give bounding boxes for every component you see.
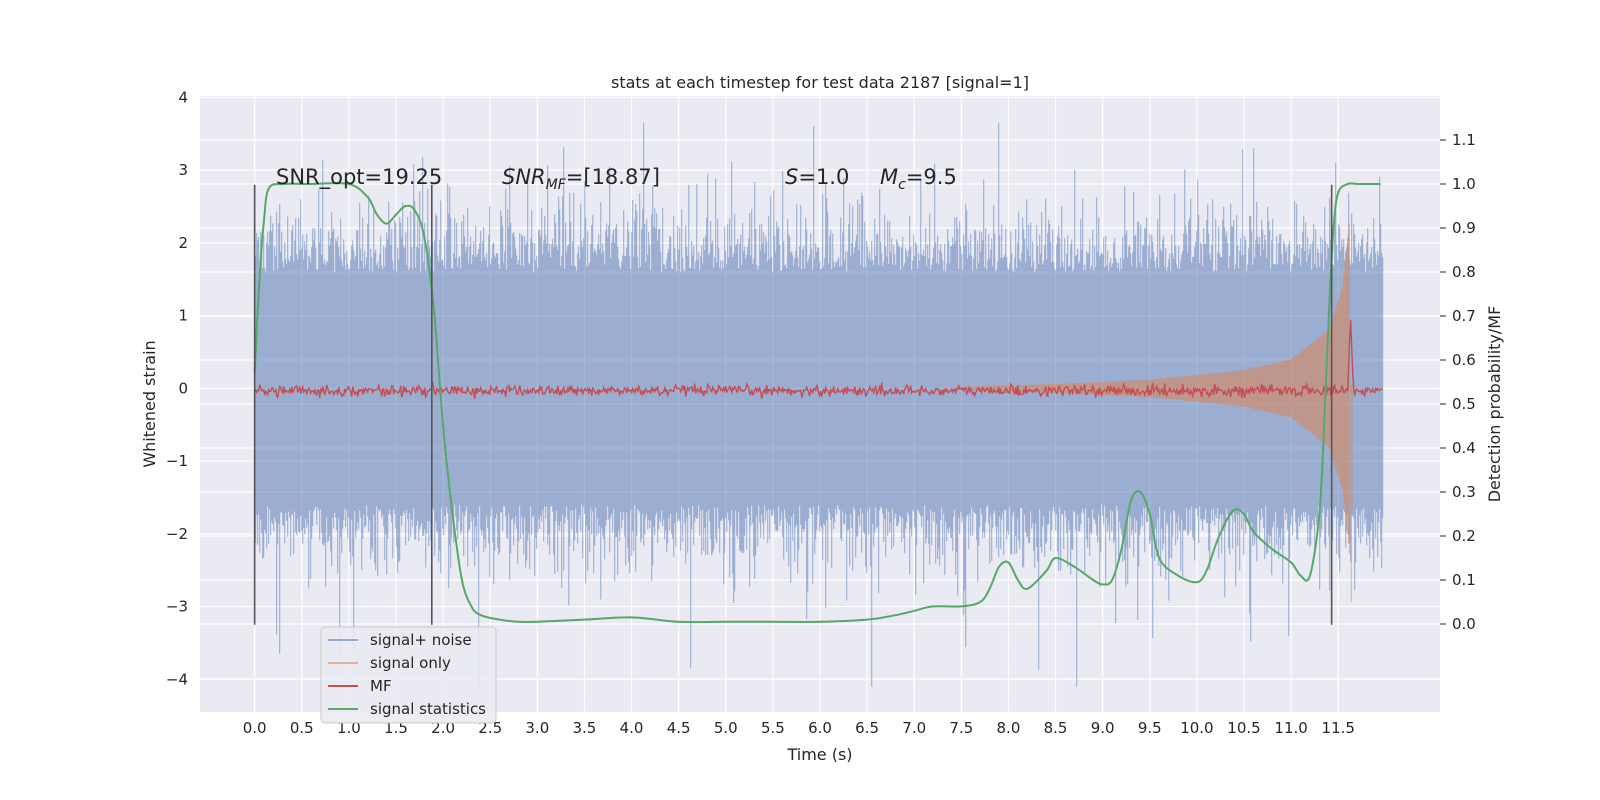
legend-label-signal-statistics: signal statistics [370,700,486,718]
right-tick-label: 0.4 [1452,439,1476,457]
left-axis-label: Whitened strain [140,340,159,467]
x-tick-label: 5.5 [761,719,785,737]
mc-annotation: Mc=9.5 [880,165,957,193]
x-tick-label: 0.0 [243,719,267,737]
right-tick-label: 0.5 [1452,395,1476,413]
right-axis-label: Detection probability/MF [1485,306,1504,503]
x-tick-label: 10.5 [1227,719,1260,737]
right-tick-label: 0.7 [1452,307,1476,325]
vertical-markers [253,184,1333,625]
right-tick-label: 0.0 [1452,615,1476,633]
x-tick-label: 5.0 [714,719,738,737]
x-tick-label: 4.5 [667,719,691,737]
signal-statistics-series [253,182,1381,624]
legend: signal+ noise signal only MF signal stat… [320,626,497,724]
left-tick-label: 3 [178,161,188,179]
snr-opt-annotation: SNR_opt=19.25 [276,165,442,190]
s-symbol: S [785,165,798,189]
x-tick-label: 3.0 [525,719,549,737]
right-axis-ticks: 1.1 1.0 0.9 0.8 0.7 0.6 0.5 0.4 0.3 0.2 0.1 0.0 [1440,131,1476,633]
left-tick-label: 0 [178,379,188,397]
x-tick-label: 7.0 [902,719,926,737]
x-tick-label: 6.5 [855,719,879,737]
chart-title: stats at each timestep for test data 218… [611,73,1029,92]
x-tick-label: 0.5 [290,719,314,737]
s-value: =1.0 [798,165,849,189]
left-tick-label: 2 [178,234,188,252]
mc-symbol: M [880,165,898,189]
snr-mf-value: =[18.87] [566,165,660,189]
right-tick-label: 0.2 [1452,527,1476,545]
legend-label-mf: MF [370,677,392,695]
legend-label-signal-only: signal only [370,654,451,672]
left-tick-label: 1 [178,307,188,325]
x-tick-label: 9.0 [1091,719,1115,737]
x-tick-label: 4.0 [620,719,644,737]
x-axis-label: Time (s) [786,745,852,764]
left-tick-label: −3 [166,598,188,616]
x-tick-label: 8.0 [997,719,1021,737]
mf-series [254,320,1383,400]
left-tick-label: −2 [166,525,188,543]
x-tick-label: 6.0 [808,719,832,737]
snr-mf-subscript: MF [546,177,567,193]
right-tick-label: 0.8 [1452,263,1476,281]
x-tick-label: 9.5 [1138,719,1162,737]
right-tick-label: 0.1 [1452,571,1476,589]
x-tick-label: 3.5 [573,719,597,737]
right-tick-label: 1.0 [1452,175,1476,193]
snr-mf-annotation: SNRMF=[18.87] [502,165,660,193]
mc-value: =9.5 [906,165,957,189]
right-tick-label: 0.6 [1452,351,1476,369]
left-tick-label: 4 [178,88,188,106]
left-tick-label: −4 [166,670,188,688]
x-axis-ticks: 0.0 0.5 1.0 1.5 2.0 2.5 3.0 3.5 4.0 4.5 5.0 5.5 6.0 6… [243,719,1355,737]
x-tick-label: 10.0 [1180,719,1213,737]
right-tick-label: 0.3 [1452,483,1476,501]
right-tick-label: 1.1 [1452,131,1476,149]
series-layer [253,122,1384,687]
legend-box [320,626,497,724]
x-tick-label: 11.0 [1274,719,1307,737]
legend-label-signal-noise: signal+ noise [370,631,472,649]
s-annotation: S=1.0 [785,165,849,189]
x-tick-label: 7.5 [949,719,973,737]
x-tick-label: 8.5 [1044,719,1068,737]
right-tick-label: 0.9 [1452,219,1476,237]
snr-mf-symbol: SNR [502,165,546,189]
left-tick-label: −1 [166,452,188,470]
x-tick-label: 11.5 [1322,719,1355,737]
left-axis-ticks: 4 3 2 1 0 −1 −2 −3 −4 [166,88,188,688]
mc-subscript: c [898,177,906,193]
